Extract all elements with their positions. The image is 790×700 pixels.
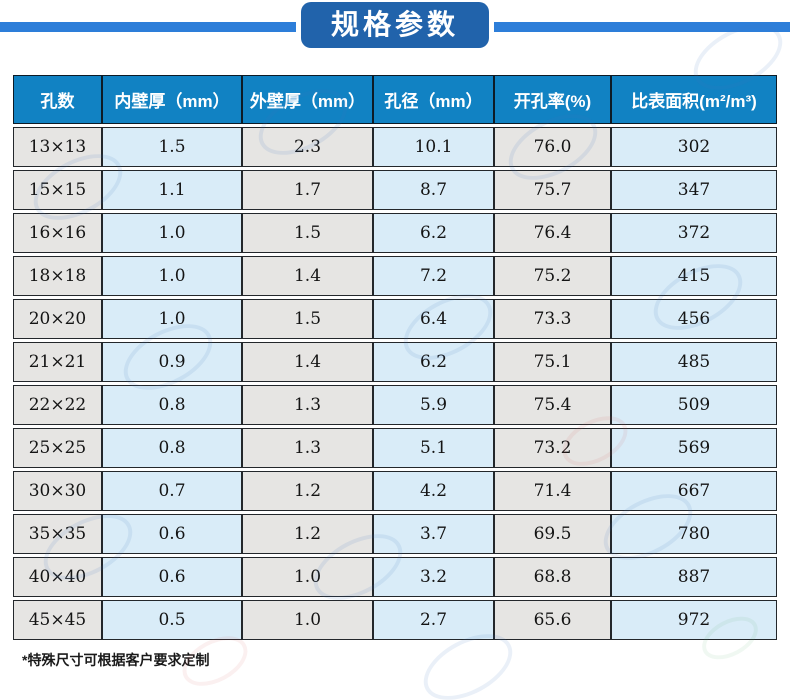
table-cell: 16×16 bbox=[13, 213, 102, 253]
table-cell: 1.0 bbox=[102, 299, 242, 339]
footnote: *特殊尺寸可根据客户要求定制 bbox=[22, 652, 210, 668]
table-cell: 3.7 bbox=[373, 514, 494, 554]
table-cell: 1.0 bbox=[242, 600, 373, 640]
banner: 规格参数 bbox=[0, 0, 790, 56]
table-cell: 65.6 bbox=[494, 600, 611, 640]
table-row: 35×35 0.6 1.2 3.7 69.5 780 bbox=[13, 514, 777, 554]
table-cell: 10.1 bbox=[373, 127, 494, 167]
table-cell: 667 bbox=[611, 471, 777, 511]
table-cell: 75.1 bbox=[494, 342, 611, 382]
table-cell: 302 bbox=[611, 127, 777, 167]
table-cell: 5.1 bbox=[373, 428, 494, 468]
table-cell: 30×30 bbox=[13, 471, 102, 511]
table-cell: 4.2 bbox=[373, 471, 494, 511]
table-cell: 1.3 bbox=[242, 385, 373, 425]
table-cell: 25×25 bbox=[13, 428, 102, 468]
table-cell: 0.5 bbox=[102, 600, 242, 640]
table-cell: 76.0 bbox=[494, 127, 611, 167]
table-cell: 73.2 bbox=[494, 428, 611, 468]
table-row: 21×21 0.9 1.4 6.2 75.1 485 bbox=[13, 342, 777, 382]
table-cell: 415 bbox=[611, 256, 777, 296]
table-cell: 509 bbox=[611, 385, 777, 425]
table-cell: 972 bbox=[611, 600, 777, 640]
page-title: 规格参数 bbox=[300, 2, 490, 48]
table-cell: 7.2 bbox=[373, 256, 494, 296]
table-cell: 0.6 bbox=[102, 514, 242, 554]
table-cell: 3.2 bbox=[373, 557, 494, 597]
table-cell: 780 bbox=[611, 514, 777, 554]
table-cell: 15×15 bbox=[13, 170, 102, 210]
table-row: 25×25 0.8 1.3 5.1 73.2 569 bbox=[13, 428, 777, 468]
table-row: 16×16 1.0 1.5 6.2 76.4 372 bbox=[13, 213, 777, 253]
spec-table: 孔数 内壁厚（mm） 外壁厚（mm） 孔径（mm） 开孔率(%) 比表面积(m²/m³) … bbox=[13, 72, 777, 643]
table-row: 13×13 1.5 2.3 10.1 76.0 302 bbox=[13, 127, 777, 167]
table-cell: 569 bbox=[611, 428, 777, 468]
table-cell: 75.2 bbox=[494, 256, 611, 296]
table-cell: 1.0 bbox=[242, 557, 373, 597]
table-row: 40×40 0.6 1.0 3.2 68.8 887 bbox=[13, 557, 777, 597]
table-cell: 76.4 bbox=[494, 213, 611, 253]
column-header: 外壁厚（mm） bbox=[242, 75, 373, 124]
table-cell: 8.7 bbox=[373, 170, 494, 210]
table-cell: 22×22 bbox=[13, 385, 102, 425]
table-cell: 1.0 bbox=[102, 256, 242, 296]
table-cell: 0.7 bbox=[102, 471, 242, 511]
table-cell: 1.2 bbox=[242, 514, 373, 554]
table-row: 22×22 0.8 1.3 5.9 75.4 509 bbox=[13, 385, 777, 425]
column-header: 开孔率(%) bbox=[494, 75, 611, 124]
column-header: 内壁厚（mm） bbox=[102, 75, 242, 124]
table-cell: 347 bbox=[611, 170, 777, 210]
table-row: 30×30 0.7 1.2 4.2 71.4 667 bbox=[13, 471, 777, 511]
table-header-row: 孔数 内壁厚（mm） 外壁厚（mm） 孔径（mm） 开孔率(%) 比表面积(m²/m³) bbox=[13, 75, 777, 124]
table-cell: 45×45 bbox=[13, 600, 102, 640]
table-cell: 35×35 bbox=[13, 514, 102, 554]
column-header: 孔径（mm） bbox=[373, 75, 494, 124]
table-cell: 1.1 bbox=[102, 170, 242, 210]
table-row: 45×45 0.5 1.0 2.7 65.6 972 bbox=[13, 600, 777, 640]
table-cell: 73.3 bbox=[494, 299, 611, 339]
table-cell: 2.3 bbox=[242, 127, 373, 167]
table-cell: 1.7 bbox=[242, 170, 373, 210]
table-row: 15×15 1.1 1.7 8.7 75.7 347 bbox=[13, 170, 777, 210]
table-cell: 13×13 bbox=[13, 127, 102, 167]
table-cell: 69.5 bbox=[494, 514, 611, 554]
table-cell: 0.9 bbox=[102, 342, 242, 382]
table-cell: 18×18 bbox=[13, 256, 102, 296]
table-cell: 1.5 bbox=[242, 299, 373, 339]
table-cell: 1.5 bbox=[242, 213, 373, 253]
table-cell: 6.4 bbox=[373, 299, 494, 339]
table-cell: 1.0 bbox=[102, 213, 242, 253]
column-header: 孔数 bbox=[13, 75, 102, 124]
table-cell: 1.5 bbox=[102, 127, 242, 167]
table-cell: 6.2 bbox=[373, 213, 494, 253]
column-header: 比表面积(m²/m³) bbox=[611, 75, 777, 124]
table-row: 20×20 1.0 1.5 6.4 73.3 456 bbox=[13, 299, 777, 339]
table-cell: 75.7 bbox=[494, 170, 611, 210]
table-cell: 21×21 bbox=[13, 342, 102, 382]
table-cell: 40×40 bbox=[13, 557, 102, 597]
table-body: 13×13 1.5 2.3 10.1 76.0 302 15×15 1.1 1.7 8.7 75.7… bbox=[13, 127, 777, 640]
table-cell: 1.4 bbox=[242, 256, 373, 296]
table-cell: 372 bbox=[611, 213, 777, 253]
table-cell: 71.4 bbox=[494, 471, 611, 511]
table-cell: 6.2 bbox=[373, 342, 494, 382]
table-cell: 20×20 bbox=[13, 299, 102, 339]
table-cell: 0.6 bbox=[102, 557, 242, 597]
table-cell: 0.8 bbox=[102, 385, 242, 425]
table-cell: 485 bbox=[611, 342, 777, 382]
table-cell: 75.4 bbox=[494, 385, 611, 425]
table-cell: 0.8 bbox=[102, 428, 242, 468]
table-row: 18×18 1.0 1.4 7.2 75.2 415 bbox=[13, 256, 777, 296]
table-cell: 1.4 bbox=[242, 342, 373, 382]
table-cell: 68.8 bbox=[494, 557, 611, 597]
table-cell: 5.9 bbox=[373, 385, 494, 425]
table-cell: 456 bbox=[611, 299, 777, 339]
table-cell: 1.2 bbox=[242, 471, 373, 511]
table-cell: 887 bbox=[611, 557, 777, 597]
table-cell: 1.3 bbox=[242, 428, 373, 468]
table-cell: 2.7 bbox=[373, 600, 494, 640]
